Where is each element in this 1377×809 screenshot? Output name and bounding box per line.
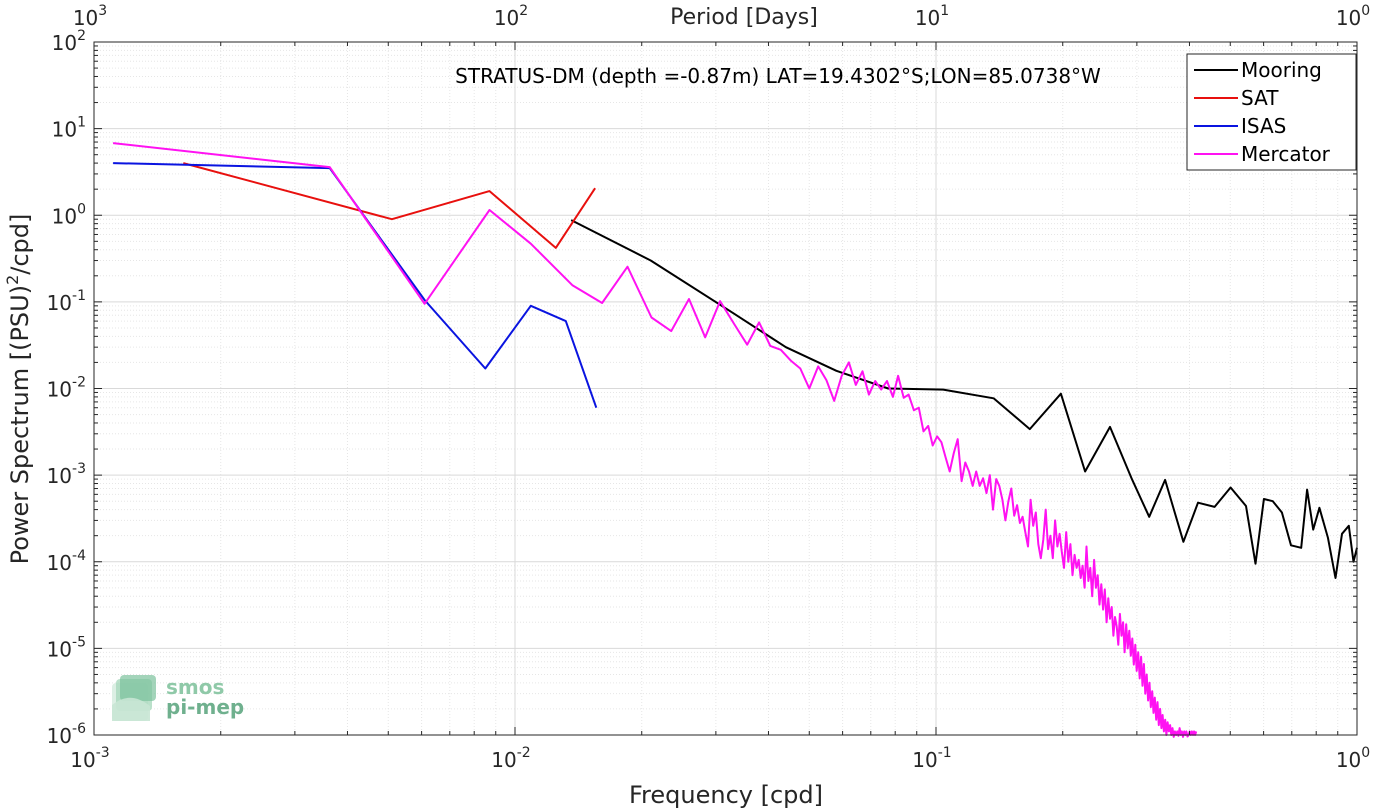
top-tick-label: 102 (494, 3, 528, 30)
y-tick-label: 10-5 (47, 634, 86, 661)
legend-label-mooring: Mooring (1241, 58, 1322, 82)
x-tick-label: 10-3 (70, 745, 109, 772)
legend: Mooring SAT ISAS Mercator (1186, 53, 1357, 171)
tick-marks (93, 41, 1358, 736)
top-axis-label: Period [Days] (670, 5, 818, 30)
series-line-mercator (112, 142, 1198, 738)
x-tick-label: 100 (1336, 745, 1370, 772)
y-tick-label: 10-2 (47, 375, 86, 402)
y-tick-label: 10-4 (47, 548, 87, 575)
watermark-line2: pi-mep (166, 695, 244, 719)
legend-label-mercator: Mercator (1241, 142, 1331, 166)
y-tick-label: 102 (52, 28, 86, 55)
series-line-mooring (570, 219, 1358, 579)
y-tick-label: 10-3 (47, 461, 86, 488)
smos-pi-mep-watermark: smos pi-mep (112, 675, 244, 721)
x-tick-label: 10-1 (912, 745, 951, 772)
watermark-line1: smos (166, 675, 224, 699)
y-axis-label: Power Spectrum [(PSU)2/cpd] (3, 214, 34, 565)
minor-grid (94, 42, 1357, 735)
legend-label-sat: SAT (1241, 86, 1279, 110)
legend-label-isas: ISAS (1241, 114, 1286, 138)
legend-box (1186, 53, 1357, 171)
top-tick-label: 103 (73, 3, 107, 30)
y-tick-label: 100 (52, 201, 86, 228)
x-axis-label: Frequency [cpd] (629, 781, 823, 809)
y-tick-label: 10-1 (47, 288, 86, 315)
top-tick-label: 101 (915, 3, 949, 30)
y-tick-label: 10-6 (47, 721, 87, 748)
x-tick-label: 10-2 (491, 745, 530, 772)
top-tick-label: 100 (1336, 3, 1370, 30)
chart-title: STRATUS-DM (depth =-0.87m) LAT=19.4302°S… (455, 64, 1101, 88)
series-line-sat (183, 162, 596, 249)
smos-logo-icon (112, 675, 156, 721)
series-layer (112, 142, 1358, 738)
y-tick-label: 101 (52, 115, 86, 142)
